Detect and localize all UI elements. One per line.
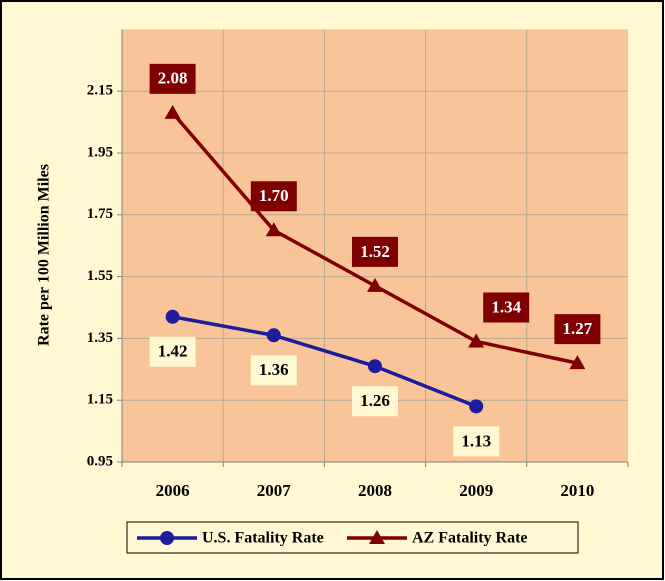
y-tick-label: 1.35 xyxy=(87,330,113,346)
y-tick-label: 1.95 xyxy=(87,144,113,160)
point xyxy=(469,399,484,414)
data-label: 1.36 xyxy=(259,360,289,379)
data-label-box xyxy=(149,63,196,94)
point xyxy=(266,328,281,343)
data-label: 1.27 xyxy=(563,319,593,338)
y-tick-label: 1.55 xyxy=(87,268,113,284)
x-tick-label: 2009 xyxy=(459,481,493,500)
point xyxy=(164,104,181,119)
x-tick-label: 2010 xyxy=(560,481,594,500)
point xyxy=(367,277,383,292)
data-label: 2.08 xyxy=(158,69,188,88)
y-axis-label: Rate per 100 Million Miles xyxy=(36,164,53,346)
point xyxy=(468,333,485,348)
data-label-box xyxy=(250,181,297,212)
data-label: 1.26 xyxy=(360,391,390,410)
point xyxy=(265,222,282,237)
data-label-box xyxy=(250,355,297,386)
legend-marker xyxy=(369,530,385,544)
point xyxy=(165,309,180,324)
data-label: 1.42 xyxy=(158,342,188,361)
x-tick-label: 2008 xyxy=(358,481,392,500)
y-tick-label: 1.75 xyxy=(87,206,113,222)
data-label-box xyxy=(483,292,530,323)
marks: 1.42 1.36 1.26 1.13 2.08 1.70 1.52 1.34 1.27 xyxy=(149,63,601,457)
legend-label: AZ Fatality Rate xyxy=(412,530,528,547)
x-tick-label: 2007 xyxy=(257,481,292,500)
x-tick-label: 2006 xyxy=(156,481,190,500)
y-tick-label: 1.15 xyxy=(87,392,113,408)
y-tick-label: 2.15 xyxy=(87,83,113,99)
data-label-box xyxy=(554,314,601,345)
point xyxy=(368,359,382,374)
series-line xyxy=(172,315,477,409)
data-label: 1.70 xyxy=(259,186,289,205)
legend-label: U.S. Fatality Rate xyxy=(202,530,324,547)
data-label-box xyxy=(149,336,196,367)
data-label-box xyxy=(453,426,500,457)
data-label: 1.13 xyxy=(461,431,491,450)
data-label-box xyxy=(352,236,398,267)
y-tick-label: 0.95 xyxy=(87,453,113,469)
data-label: 1.34 xyxy=(491,297,521,316)
data-label-box xyxy=(352,386,398,417)
legend-marker xyxy=(160,531,174,545)
point xyxy=(569,355,586,370)
data-label: 1.52 xyxy=(360,242,390,261)
